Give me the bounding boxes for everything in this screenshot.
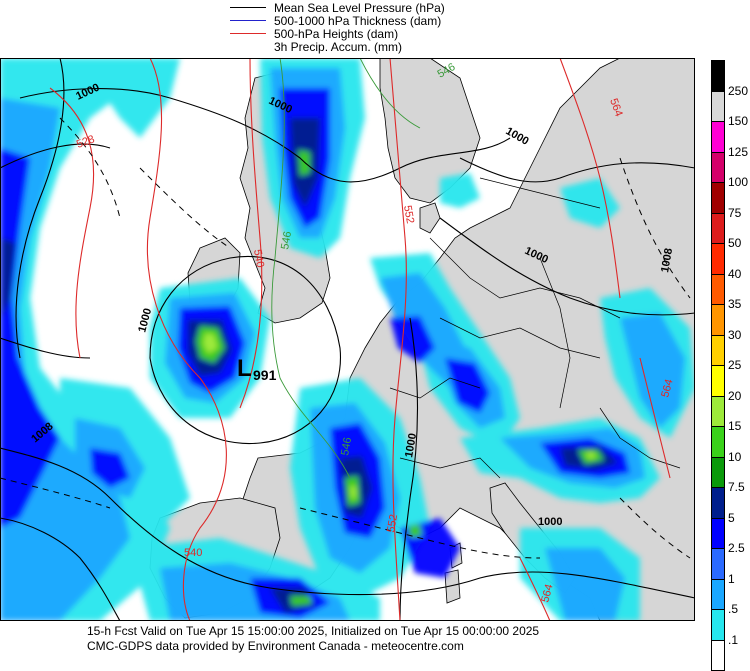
colorbar-label: 5: [728, 511, 735, 525]
colorbar-swatch: [711, 579, 725, 611]
colorbar-label: 75: [728, 206, 741, 220]
map-legend: Mean Sea Level Pressure (hPa) 500-1000 h…: [0, 0, 750, 58]
low-pressure-letter: L: [237, 355, 252, 382]
colorbar-swatch: [711, 426, 725, 458]
colorbar-label: 15: [728, 419, 741, 433]
legend-label-thickness: 500-1000 hPa Thickness (dam): [274, 14, 441, 28]
colorbar-label: 250: [728, 84, 748, 98]
colorbar-swatch: [711, 243, 725, 275]
height-label: 540: [184, 547, 202, 559]
colorbar-swatch: [711, 274, 725, 306]
legend-item-heights: 500-hPa Heights (dam): [230, 27, 398, 40]
colorbar-label: .5: [728, 602, 738, 616]
colorbar-label: 10: [728, 450, 741, 464]
colorbar-swatch: [711, 487, 725, 519]
map-canvas: 1000 1000 1000 1000 1000 1000 1000 1008 …: [0, 58, 695, 621]
legend-label-heights: 500-hPa Heights (dam): [274, 27, 398, 41]
colorbar-label: 20: [728, 389, 741, 403]
colorbar-swatch: [711, 457, 725, 489]
colorbar-swatch: [711, 152, 725, 184]
colorbar-label: 40: [728, 267, 741, 281]
forecast-valid-text: 15-h Fcst Valid on Tue Apr 15 15:00:00 2…: [87, 624, 539, 638]
low-pressure-value: 991: [253, 367, 277, 383]
legend-item-precip: 3h Precip. Accum. (mm): [230, 40, 402, 53]
colorbar-label: 50: [728, 236, 741, 250]
legend-label-mslp: Mean Sea Level Pressure (hPa): [274, 1, 445, 15]
legend-line-mslp: [230, 7, 266, 8]
colorbar-label: 150: [728, 114, 748, 128]
colorbar-swatch: [711, 518, 725, 550]
colorbar-swatch: [711, 121, 725, 153]
colorbar-label: 25: [728, 358, 741, 372]
legend-line-thickness: [230, 20, 266, 21]
legend-label-precip: 3h Precip. Accum. (mm): [274, 40, 402, 54]
colorbar-swatch: [711, 365, 725, 397]
colorbar-label: 7.5: [728, 480, 745, 494]
colorbar-label: 2.5: [728, 541, 745, 555]
colorbar-swatch: [711, 335, 725, 367]
map-footer: 15-h Fcst Valid on Tue Apr 15 15:00:00 2…: [0, 624, 750, 656]
legend-item-thickness: 500-1000 hPa Thickness (dam): [230, 14, 441, 27]
colorbar-swatch: [711, 91, 725, 123]
pressure-label: 1000: [538, 516, 562, 528]
colorbar-label: 125: [728, 145, 748, 159]
colorbar-swatch: [711, 213, 725, 245]
colorbar-label: 35: [728, 297, 741, 311]
colorbar-swatch: [711, 60, 725, 92]
colorbar-swatch: [711, 304, 725, 336]
colorbar-swatch: [711, 182, 725, 214]
legend-line-heights: [230, 33, 266, 34]
precip-colorbar: 250 150 125 100 75 50 40 35 30 25 20 15 10 7.5 5 2.5 1 .5…: [711, 60, 750, 620]
colorbar-swatch: [711, 396, 725, 428]
legend-item-mslp: Mean Sea Level Pressure (hPa): [230, 1, 445, 14]
data-credit-text: CMC-GDPS data provided by Environment Ca…: [87, 639, 464, 653]
weather-map: 1000 1000 1000 1000 1000 1000 1000 1008 …: [0, 58, 695, 621]
colorbar-swatch: [711, 548, 725, 580]
colorbar-label: 30: [728, 328, 741, 342]
colorbar-label: 1: [728, 572, 735, 586]
colorbar-label: 100: [728, 175, 748, 189]
